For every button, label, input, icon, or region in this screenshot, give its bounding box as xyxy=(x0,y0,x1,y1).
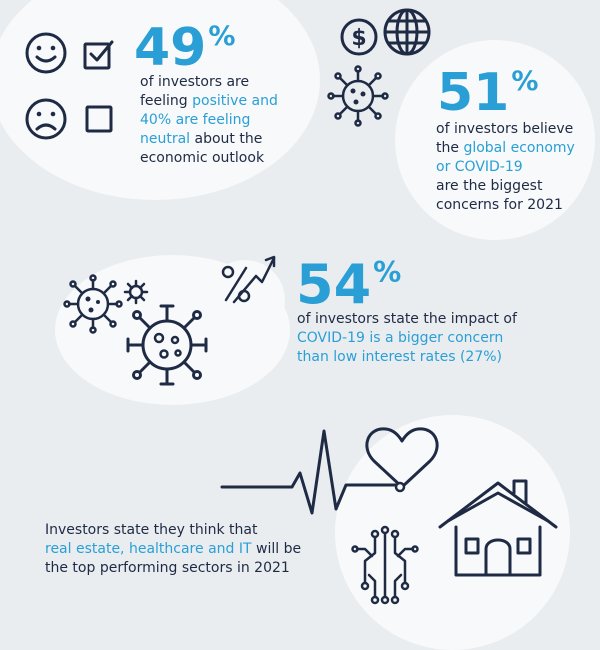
happy-face-icon xyxy=(25,32,67,74)
stat3-line3: than low interest rates (27%) xyxy=(297,349,503,365)
virus-icon xyxy=(327,65,389,127)
stat2-line3: or COVID-19 xyxy=(436,159,523,175)
stat3-number: 54% xyxy=(296,258,401,312)
virus-small-icon xyxy=(123,279,149,305)
stat2-line2-highlight: global economy xyxy=(463,140,575,156)
stat4-line2: real estate, healthcare and IT will be xyxy=(45,540,365,559)
stat1-number: 49% xyxy=(134,22,235,74)
circuit-chip-icon xyxy=(351,525,419,605)
stat4-text: Investors state they think that real est… xyxy=(45,521,365,578)
stat2-line2: the global economy xyxy=(436,139,596,158)
stat2-line5: concerns for 2021 xyxy=(436,197,563,213)
stat3-percent: % xyxy=(373,256,402,290)
stat3-line1: of investors state the impact of xyxy=(297,311,517,327)
bg-circle-bottom-right xyxy=(335,415,570,650)
dollar-coin-icon: $ xyxy=(340,18,378,56)
empty-checkbox-icon xyxy=(85,105,113,133)
stat2-number-value: 51 xyxy=(437,63,510,123)
stat2-percent: % xyxy=(511,66,539,98)
sad-face-icon xyxy=(25,98,67,140)
stat3-text: of investors state the impact of COVID-1… xyxy=(297,310,597,367)
virus-large-icon xyxy=(126,304,208,386)
stat1-line1: of investors are xyxy=(140,74,250,90)
stat1-line5: economic outlook xyxy=(140,150,265,166)
stat4-line2-highlight: real estate, healthcare and IT xyxy=(45,541,252,557)
globe-icon xyxy=(383,8,431,56)
stat2-line4: are the biggest xyxy=(436,178,543,194)
stat3-number-value: 54 xyxy=(296,253,372,316)
stat2-number: 51% xyxy=(437,67,538,119)
stat1-number-value: 49 xyxy=(134,18,207,78)
dollar-sign: $ xyxy=(351,26,366,51)
stat1-line4-post: about the xyxy=(190,131,263,147)
stat1-percent: % xyxy=(208,21,236,53)
stat2-line1: of investors believe xyxy=(436,121,574,137)
checked-box-icon xyxy=(83,40,114,70)
stat1-line3: 40% are feeling xyxy=(140,112,251,128)
stat4-line2-post: will be xyxy=(251,541,302,557)
stat1-line4-highlight: neutral xyxy=(140,131,191,147)
stat1-line2-pre: feeling xyxy=(140,93,193,109)
stat1-line2-highlight: positive and xyxy=(192,93,278,109)
stat4-line1: Investors state they think that xyxy=(45,522,258,538)
bg-circle-top-right xyxy=(395,40,595,240)
house-icon xyxy=(438,479,558,577)
virus-medium-icon xyxy=(63,274,123,334)
stat4-line3: the top performing sectors in 2021 xyxy=(45,560,290,576)
stat3-line2: COVID-19 is a bigger concern xyxy=(297,330,504,346)
percent-down-arrow-icon xyxy=(221,255,276,304)
stat2-line2-pre: the xyxy=(436,140,464,156)
stat1-text: of investors are feeling positive and 40… xyxy=(140,73,320,168)
stat2-text: of investors believe the global economy … xyxy=(436,120,596,215)
heartbeat-heart-icon xyxy=(220,427,439,515)
stat1-line2: feeling positive and xyxy=(140,92,320,111)
stat1-line4: neutral about the xyxy=(140,130,320,149)
